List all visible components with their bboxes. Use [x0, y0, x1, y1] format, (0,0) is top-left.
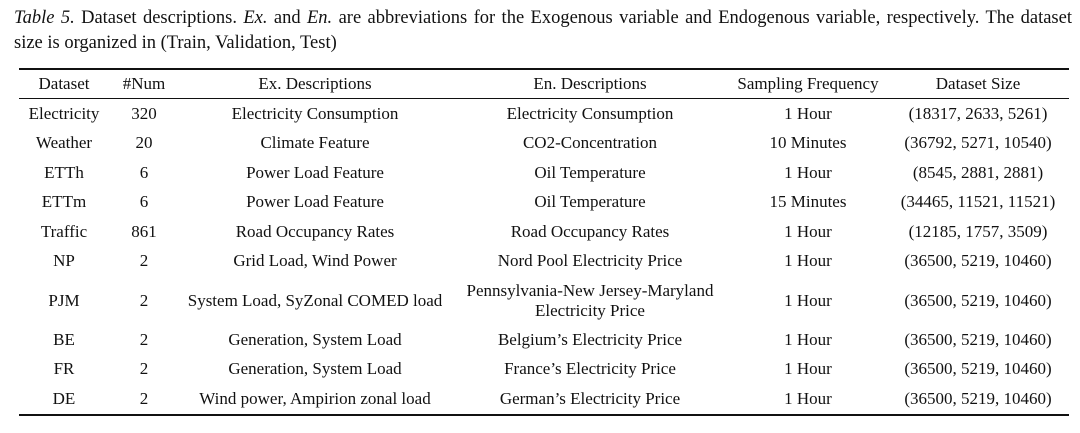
cell-size: (36500, 5219, 10460) [904, 329, 1052, 349]
table-header-row: Dataset #Num Ex. Descriptions En. Descri… [19, 69, 1069, 99]
cell-en-line-2: Electricity Price [535, 300, 645, 320]
header-sampling-frequency: Sampling Frequency [737, 74, 879, 93]
cell-num: 2 [139, 290, 149, 310]
cell-size: (36500, 5219, 10460) [904, 388, 1052, 408]
table-caption: Table 5. Dataset descriptions. Ex. and E… [14, 6, 1072, 56]
cell-size: (36500, 5219, 10460) [904, 251, 1052, 271]
cell-num: 2 [139, 329, 149, 349]
cell-en: Belgium’s Electricity Price [497, 329, 683, 349]
cell-freq: 1 Hour [784, 290, 832, 310]
cell-ex: Electricity Consumption [231, 103, 399, 123]
cell-ex: Power Load Feature [246, 192, 384, 212]
cell-freq: 1 Hour [784, 162, 832, 182]
table-row: DE 2 Wind power, Ampirion zonal load Ger… [19, 384, 1069, 415]
cell-en: German’s Electricity Price [499, 388, 681, 408]
cell-en: Oil Temperature [534, 162, 646, 182]
cell-num: 20 [135, 133, 153, 153]
cell-dataset: BE [53, 329, 75, 349]
cell-ex: Wind power, Ampirion zonal load [199, 388, 431, 408]
header-num: #Num [122, 74, 166, 93]
cell-ex: System Load, SyZonal COMED load [187, 290, 443, 310]
cell-freq: 1 Hour [784, 103, 832, 123]
cell-ex: Power Load Feature [246, 162, 384, 182]
cell-size: (36500, 5219, 10460) [904, 359, 1052, 379]
cell-en: CO2-Concentration [522, 133, 658, 153]
cell-ex: Grid Load, Wind Power [233, 251, 397, 271]
cell-num: 861 [131, 221, 157, 241]
cell-en: France’s Electricity Price [504, 359, 676, 379]
cell-freq: 1 Hour [784, 359, 832, 379]
cell-size: (18317, 2633, 5261) [908, 103, 1048, 123]
cell-freq: 10 Minutes [769, 133, 847, 153]
table-row: NP 2 Grid Load, Wind Power Nord Pool Ele… [19, 247, 1069, 277]
cell-num: 6 [139, 192, 149, 212]
cell-dataset: ETTm [41, 192, 87, 212]
cell-ex: Generation, System Load [228, 329, 402, 349]
table-row: Electricity 320 Electricity Consumption … [19, 99, 1069, 129]
cell-freq: 1 Hour [784, 329, 832, 349]
cell-freq: 15 Minutes [769, 192, 847, 212]
cell-size: (8545, 2881, 2881) [912, 162, 1044, 182]
cell-num: 2 [139, 359, 149, 379]
table-row: ETTh 6 Power Load Feature Oil Temperatur… [19, 158, 1069, 188]
caption-label: Table 5. [14, 8, 75, 28]
header-ex-descriptions: Ex. Descriptions [258, 74, 372, 93]
cell-num: 2 [139, 251, 149, 271]
dataset-table: Dataset #Num Ex. Descriptions En. Descri… [19, 68, 1069, 416]
caption-en-abbrev: En. [307, 8, 333, 28]
cell-ex: Generation, System Load [228, 359, 402, 379]
cell-num: 2 [139, 388, 149, 408]
cell-freq: 1 Hour [784, 251, 832, 271]
cell-dataset: Weather [35, 133, 93, 153]
table-row: PJM 2 System Load, SyZonal COMED load Pe… [19, 276, 1069, 325]
table-row: ETTm 6 Power Load Feature Oil Temperatur… [19, 188, 1069, 218]
cell-ex: Climate Feature [260, 133, 370, 153]
cell-dataset: FR [53, 359, 75, 379]
cell-en: Nord Pool Electricity Price [497, 251, 683, 271]
cell-ex: Road Occupancy Rates [235, 221, 395, 241]
cell-dataset: PJM [48, 290, 80, 310]
cell-dataset: DE [52, 388, 76, 408]
cell-dataset: ETTh [44, 162, 84, 182]
cell-dataset: NP [53, 251, 75, 271]
cell-en: Road Occupancy Rates [510, 221, 670, 241]
caption-text-3: are abbreviations for the Exogenous vari… [14, 8, 1072, 53]
header-dataset: Dataset [38, 74, 90, 93]
cell-dataset: Electricity [28, 103, 100, 123]
cell-en: Oil Temperature [534, 192, 646, 212]
cell-dataset: Traffic [40, 221, 88, 241]
caption-text-2: and [267, 8, 307, 28]
table-row: FR 2 Generation, System Load France’s El… [19, 355, 1069, 385]
table-row: Traffic 861 Road Occupancy Rates Road Oc… [19, 217, 1069, 247]
cell-num: 320 [131, 103, 157, 123]
cell-num: 6 [139, 162, 149, 182]
cell-size: (12185, 1757, 3509) [908, 221, 1048, 241]
cell-en-line-1: Pennsylvania-New Jersey-Maryland [466, 280, 714, 300]
cell-en: Pennsylvania-New Jersey-Maryland Electric… [451, 276, 729, 325]
cell-size: (34465, 11521, 11521) [900, 192, 1056, 212]
table-row: Weather 20 Climate Feature CO2-Concentra… [19, 129, 1069, 159]
cell-freq: 1 Hour [784, 388, 832, 408]
header-en-descriptions: En. Descriptions [533, 74, 647, 93]
caption-text-1: Dataset descriptions. [74, 8, 244, 28]
header-dataset-size: Dataset Size [935, 74, 1021, 93]
cell-freq: 1 Hour [784, 221, 832, 241]
cell-size: (36500, 5219, 10460) [904, 290, 1052, 310]
caption-ex-abbrev: Ex. [243, 8, 268, 28]
table-row: BE 2 Generation, System Load Belgium’s E… [19, 325, 1069, 355]
cell-size: (36792, 5271, 10540) [904, 133, 1052, 153]
cell-en: Electricity Consumption [506, 103, 674, 123]
